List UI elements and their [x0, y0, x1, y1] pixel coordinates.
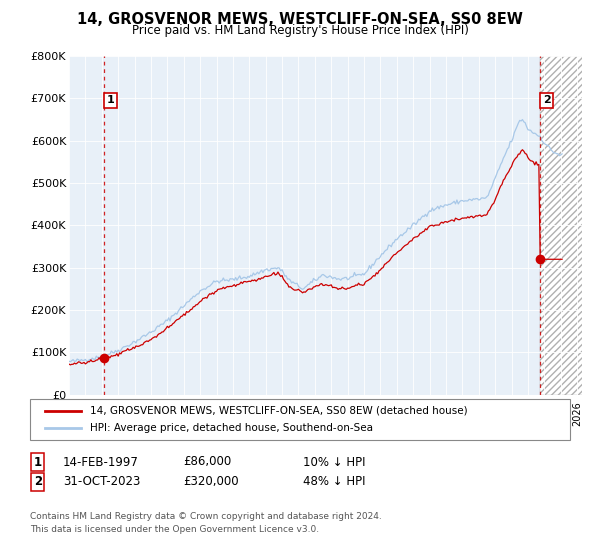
- Text: 48% ↓ HPI: 48% ↓ HPI: [303, 475, 365, 488]
- Text: £86,000: £86,000: [183, 455, 231, 469]
- Text: 2: 2: [34, 475, 42, 488]
- Text: 2: 2: [542, 95, 550, 105]
- Text: 1: 1: [106, 95, 114, 105]
- Text: Contains HM Land Registry data © Crown copyright and database right 2024.
This d: Contains HM Land Registry data © Crown c…: [30, 512, 382, 534]
- Text: £320,000: £320,000: [183, 475, 239, 488]
- Text: 14, GROSVENOR MEWS, WESTCLIFF-ON-SEA, SS0 8EW (detached house): 14, GROSVENOR MEWS, WESTCLIFF-ON-SEA, SS…: [90, 405, 467, 416]
- Text: 14-FEB-1997: 14-FEB-1997: [63, 455, 139, 469]
- Text: Price paid vs. HM Land Registry's House Price Index (HPI): Price paid vs. HM Land Registry's House …: [131, 24, 469, 38]
- Text: HPI: Average price, detached house, Southend-on-Sea: HPI: Average price, detached house, Sout…: [90, 423, 373, 433]
- Text: 1: 1: [34, 455, 42, 469]
- Text: 14, GROSVENOR MEWS, WESTCLIFF-ON-SEA, SS0 8EW: 14, GROSVENOR MEWS, WESTCLIFF-ON-SEA, SS…: [77, 12, 523, 27]
- Text: 31-OCT-2023: 31-OCT-2023: [63, 475, 140, 488]
- Text: 10% ↓ HPI: 10% ↓ HPI: [303, 455, 365, 469]
